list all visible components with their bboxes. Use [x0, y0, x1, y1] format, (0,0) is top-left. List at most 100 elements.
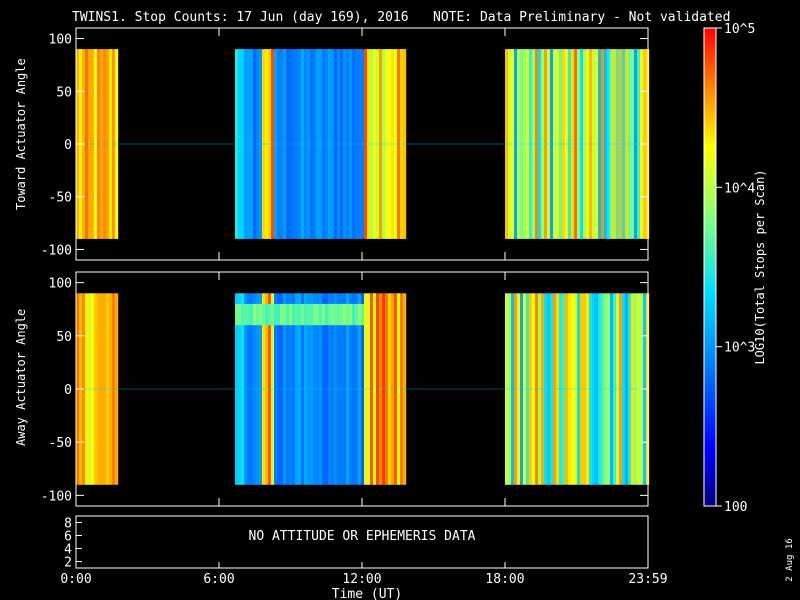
- heatmap-column: [244, 49, 248, 239]
- heatmap-column: [532, 293, 536, 485]
- heatmap-column: [550, 293, 554, 485]
- heatmap-column: [385, 49, 389, 239]
- heatmap-column: [517, 293, 521, 485]
- heatmap-column: [349, 49, 353, 239]
- heatmap-column: [301, 49, 305, 239]
- heatmap-column: [85, 293, 89, 485]
- heatmap-column: [535, 49, 539, 239]
- heatmap-column: [511, 49, 515, 239]
- heatmap-band: [262, 303, 266, 326]
- heatmap-column: [529, 49, 533, 239]
- heatmap-band: [331, 303, 335, 326]
- heatmap-column: [571, 293, 575, 485]
- heatmap-column: [634, 49, 638, 239]
- heatmap-column: [523, 49, 527, 239]
- heatmap-column: [283, 49, 287, 239]
- heatmap-band: [268, 303, 272, 326]
- heatmap-column: [559, 293, 563, 485]
- heatmap-column: [628, 49, 632, 239]
- heatmap-column: [235, 49, 239, 239]
- y-tick-label: 0: [64, 383, 72, 398]
- heatmap-column: [100, 49, 104, 239]
- heatmap-column: [349, 293, 353, 485]
- heatmap-column: [397, 293, 401, 485]
- heatmap-column: [616, 49, 620, 239]
- heatmap-column: [352, 49, 356, 239]
- heatmap-band: [328, 303, 332, 326]
- heatmap-column: [247, 293, 251, 485]
- y-tick-label: 50: [56, 330, 72, 345]
- y-tick-label: 100: [49, 33, 72, 48]
- heatmap-column: [367, 293, 371, 485]
- heatmap-column: [595, 49, 599, 239]
- heatmap-column: [382, 49, 386, 239]
- heatmap-column: [256, 49, 260, 239]
- heatmap-band: [292, 303, 296, 326]
- heatmap-column: [259, 293, 263, 485]
- heatmap-column: [538, 49, 542, 239]
- heatmap-band: [334, 303, 338, 326]
- heatmap-column: [571, 49, 575, 239]
- heatmap-column: [556, 293, 560, 485]
- heatmap-column: [340, 49, 344, 239]
- heatmap-column: [316, 293, 320, 485]
- heatmap-column: [550, 49, 554, 239]
- heatmap-band: [235, 303, 239, 326]
- heatmap-column: [616, 293, 620, 485]
- heatmap-column: [94, 293, 98, 485]
- heatmap-band: [271, 303, 275, 326]
- heatmap-column: [388, 49, 392, 239]
- heatmap-column: [574, 49, 578, 239]
- colorbar-tick-label: 10^3: [724, 341, 755, 356]
- heatmap-column: [391, 293, 395, 485]
- heatmap-column: [547, 293, 551, 485]
- heatmap-column: [511, 293, 515, 485]
- heatmap-column: [268, 49, 272, 239]
- heatmap-column: [547, 49, 551, 239]
- heatmap-column: [592, 293, 596, 485]
- heatmap-column: [331, 49, 335, 239]
- heatmap-column: [304, 293, 308, 485]
- heatmap-column: [310, 293, 314, 485]
- heatmap-band: [274, 303, 278, 326]
- heatmap-column: [295, 49, 299, 239]
- heatmap-column: [601, 49, 605, 239]
- heatmap-column: [103, 293, 107, 485]
- heatmap-column: [403, 49, 407, 239]
- heatmap-column: [253, 293, 257, 485]
- heatmap-band: [283, 303, 287, 326]
- heatmap-band: [361, 303, 365, 326]
- heatmap-column: [397, 49, 401, 239]
- heatmap-column: [319, 293, 323, 485]
- heatmap-column: [559, 49, 563, 239]
- x-tick-label: 0:00: [60, 572, 91, 587]
- heatmap-column: [106, 49, 110, 239]
- heatmap-column: [274, 293, 278, 485]
- heatmap-column: [277, 49, 281, 239]
- heatmap-band: [337, 303, 341, 326]
- heatmap-column: [598, 293, 602, 485]
- heatmap-column: [100, 293, 104, 485]
- heatmap-column: [580, 293, 584, 485]
- heatmap-column: [319, 49, 323, 239]
- heatmap-column: [631, 49, 635, 239]
- colorbar-tick-label: 10^4: [724, 181, 755, 196]
- heatmap-column: [514, 293, 518, 485]
- heatmap-column: [532, 49, 536, 239]
- heatmap-column: [355, 293, 359, 485]
- heatmap-band: [289, 303, 293, 326]
- heatmap-column: [553, 293, 557, 485]
- heatmap-column: [634, 293, 638, 485]
- heatmap-band: [316, 303, 320, 326]
- heatmap-band: [250, 303, 254, 326]
- heatmap-column: [535, 293, 539, 485]
- heatmap-column: [289, 293, 293, 485]
- heatmap-column: [505, 49, 509, 239]
- heatmap-band: [256, 303, 260, 326]
- heatmap-column: [373, 49, 377, 239]
- heatmap-column: [379, 49, 383, 239]
- heatmap-band: [319, 303, 323, 326]
- heatmap-column: [313, 293, 317, 485]
- heatmap-column: [304, 49, 308, 239]
- heatmap-column: [115, 49, 119, 239]
